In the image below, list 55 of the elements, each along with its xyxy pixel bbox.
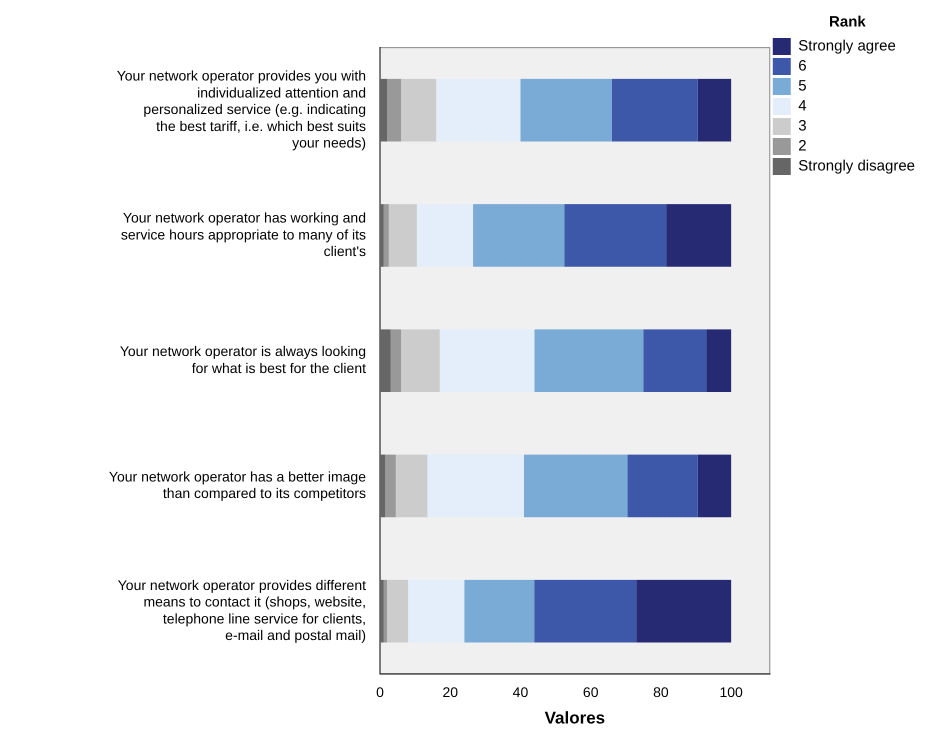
x-tick-label: 20: [442, 684, 458, 700]
y-tick-label: Your network operator is always looking for what is best for the client: [120, 343, 366, 376]
bar: [524, 454, 628, 518]
bar: [380, 78, 388, 142]
legend-label: Strongly agree: [798, 38, 896, 55]
bar: [534, 329, 644, 392]
y-tick-label: Your network operator has a better image than compared to its competitors: [108, 468, 366, 502]
bar: [612, 78, 698, 142]
bar: [388, 204, 417, 267]
bar: [385, 454, 396, 518]
bar: [380, 329, 391, 392]
bar: [698, 78, 732, 142]
bar: [390, 329, 402, 392]
bar: [396, 454, 428, 518]
bar: [427, 454, 524, 518]
bar: [380, 580, 384, 642]
bar: [698, 454, 732, 518]
bar: [384, 204, 389, 267]
bar: [464, 580, 534, 642]
bar: [408, 580, 464, 642]
x-tick-label: 100: [719, 684, 744, 700]
bar: [436, 78, 520, 142]
y-tick-label: Your network operator provides different means to contact it (shops, website, telephone line service for clients, e-mail and postal mail): [118, 576, 366, 644]
bar: [401, 329, 440, 392]
bar: [401, 78, 436, 142]
bar: [520, 78, 612, 142]
bar: [636, 580, 732, 642]
x-tick-label: 0: [376, 684, 384, 700]
x-tick-label: 60: [582, 684, 599, 700]
legend-label: 5: [798, 78, 807, 95]
bar: [534, 580, 636, 642]
y-tick-label: Your network operator provides you with individualized attention and personalized service (e.g. indicating the best tariff, i.e. which best suits your needs): [116, 67, 366, 151]
legend-label: 6: [798, 58, 807, 75]
bar: [380, 454, 386, 518]
bar: [416, 204, 474, 267]
bar: [706, 329, 732, 392]
legend-title: Rank: [829, 14, 866, 31]
bar: [643, 329, 707, 392]
legend-label: 2: [798, 138, 807, 155]
bar: [628, 454, 698, 518]
x-tick-label: 40: [512, 684, 528, 700]
y-tick-label: Your network operator has working and service hours appropriate to many of its client's: [120, 210, 366, 260]
x-axis-title: Valores: [544, 708, 606, 728]
legend-label: Strongly disagree: [798, 158, 915, 175]
bar: [666, 204, 732, 267]
legend-label: 4: [798, 98, 807, 115]
legend-label: 3: [798, 118, 807, 135]
bar: [473, 204, 564, 267]
bar: [440, 329, 534, 392]
x-tick-label: 80: [653, 684, 669, 700]
bar: [387, 580, 408, 642]
bar: [384, 580, 388, 642]
bar: [564, 204, 666, 267]
bar: [380, 204, 384, 267]
bar: [387, 78, 402, 142]
